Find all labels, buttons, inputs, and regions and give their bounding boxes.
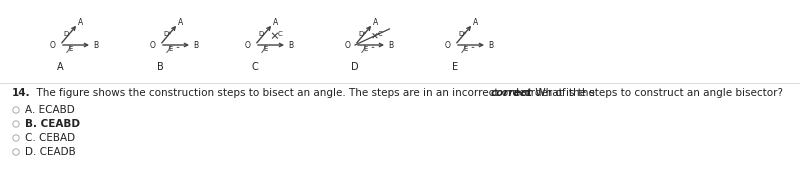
Text: 14.: 14. — [12, 88, 30, 98]
Text: E: E — [464, 46, 468, 52]
Text: B. CEABD: B. CEABD — [25, 119, 80, 129]
Text: A: A — [474, 18, 478, 27]
Text: C: C — [378, 31, 382, 37]
Text: A. ECABD: A. ECABD — [25, 105, 74, 115]
Text: B: B — [489, 40, 494, 50]
Text: O: O — [50, 40, 56, 50]
Text: E: E — [452, 62, 458, 72]
Text: The figure shows the construction steps to bisect an angle. The steps are in an : The figure shows the construction steps … — [30, 88, 598, 98]
Text: A: A — [374, 18, 378, 27]
Text: E: E — [364, 46, 368, 52]
Text: A: A — [57, 62, 63, 72]
Text: C: C — [252, 62, 258, 72]
Text: B: B — [289, 40, 294, 50]
Text: A: A — [78, 18, 84, 27]
Text: D: D — [258, 31, 264, 37]
Text: B: B — [389, 40, 394, 50]
Text: O: O — [445, 40, 451, 50]
Text: E: E — [264, 46, 268, 52]
Text: O: O — [245, 40, 251, 50]
Text: O: O — [150, 40, 156, 50]
Text: E: E — [169, 46, 173, 52]
Text: order of the steps to construct an angle bisector?: order of the steps to construct an angle… — [521, 88, 782, 98]
Text: C. CEBAD: C. CEBAD — [25, 133, 75, 143]
Text: E: E — [69, 46, 73, 52]
Text: B: B — [194, 40, 198, 50]
Text: B: B — [157, 62, 163, 72]
Text: correct: correct — [490, 88, 532, 98]
Text: D: D — [351, 62, 359, 72]
Text: A: A — [274, 18, 278, 27]
Text: C: C — [278, 31, 282, 37]
Text: D: D — [458, 31, 464, 37]
Text: D: D — [163, 31, 169, 37]
Text: D: D — [63, 31, 69, 37]
Text: O: O — [345, 40, 351, 50]
Text: A: A — [178, 18, 184, 27]
Text: D: D — [358, 31, 364, 37]
Text: B: B — [94, 40, 98, 50]
Text: D. CEADB: D. CEADB — [25, 147, 76, 157]
